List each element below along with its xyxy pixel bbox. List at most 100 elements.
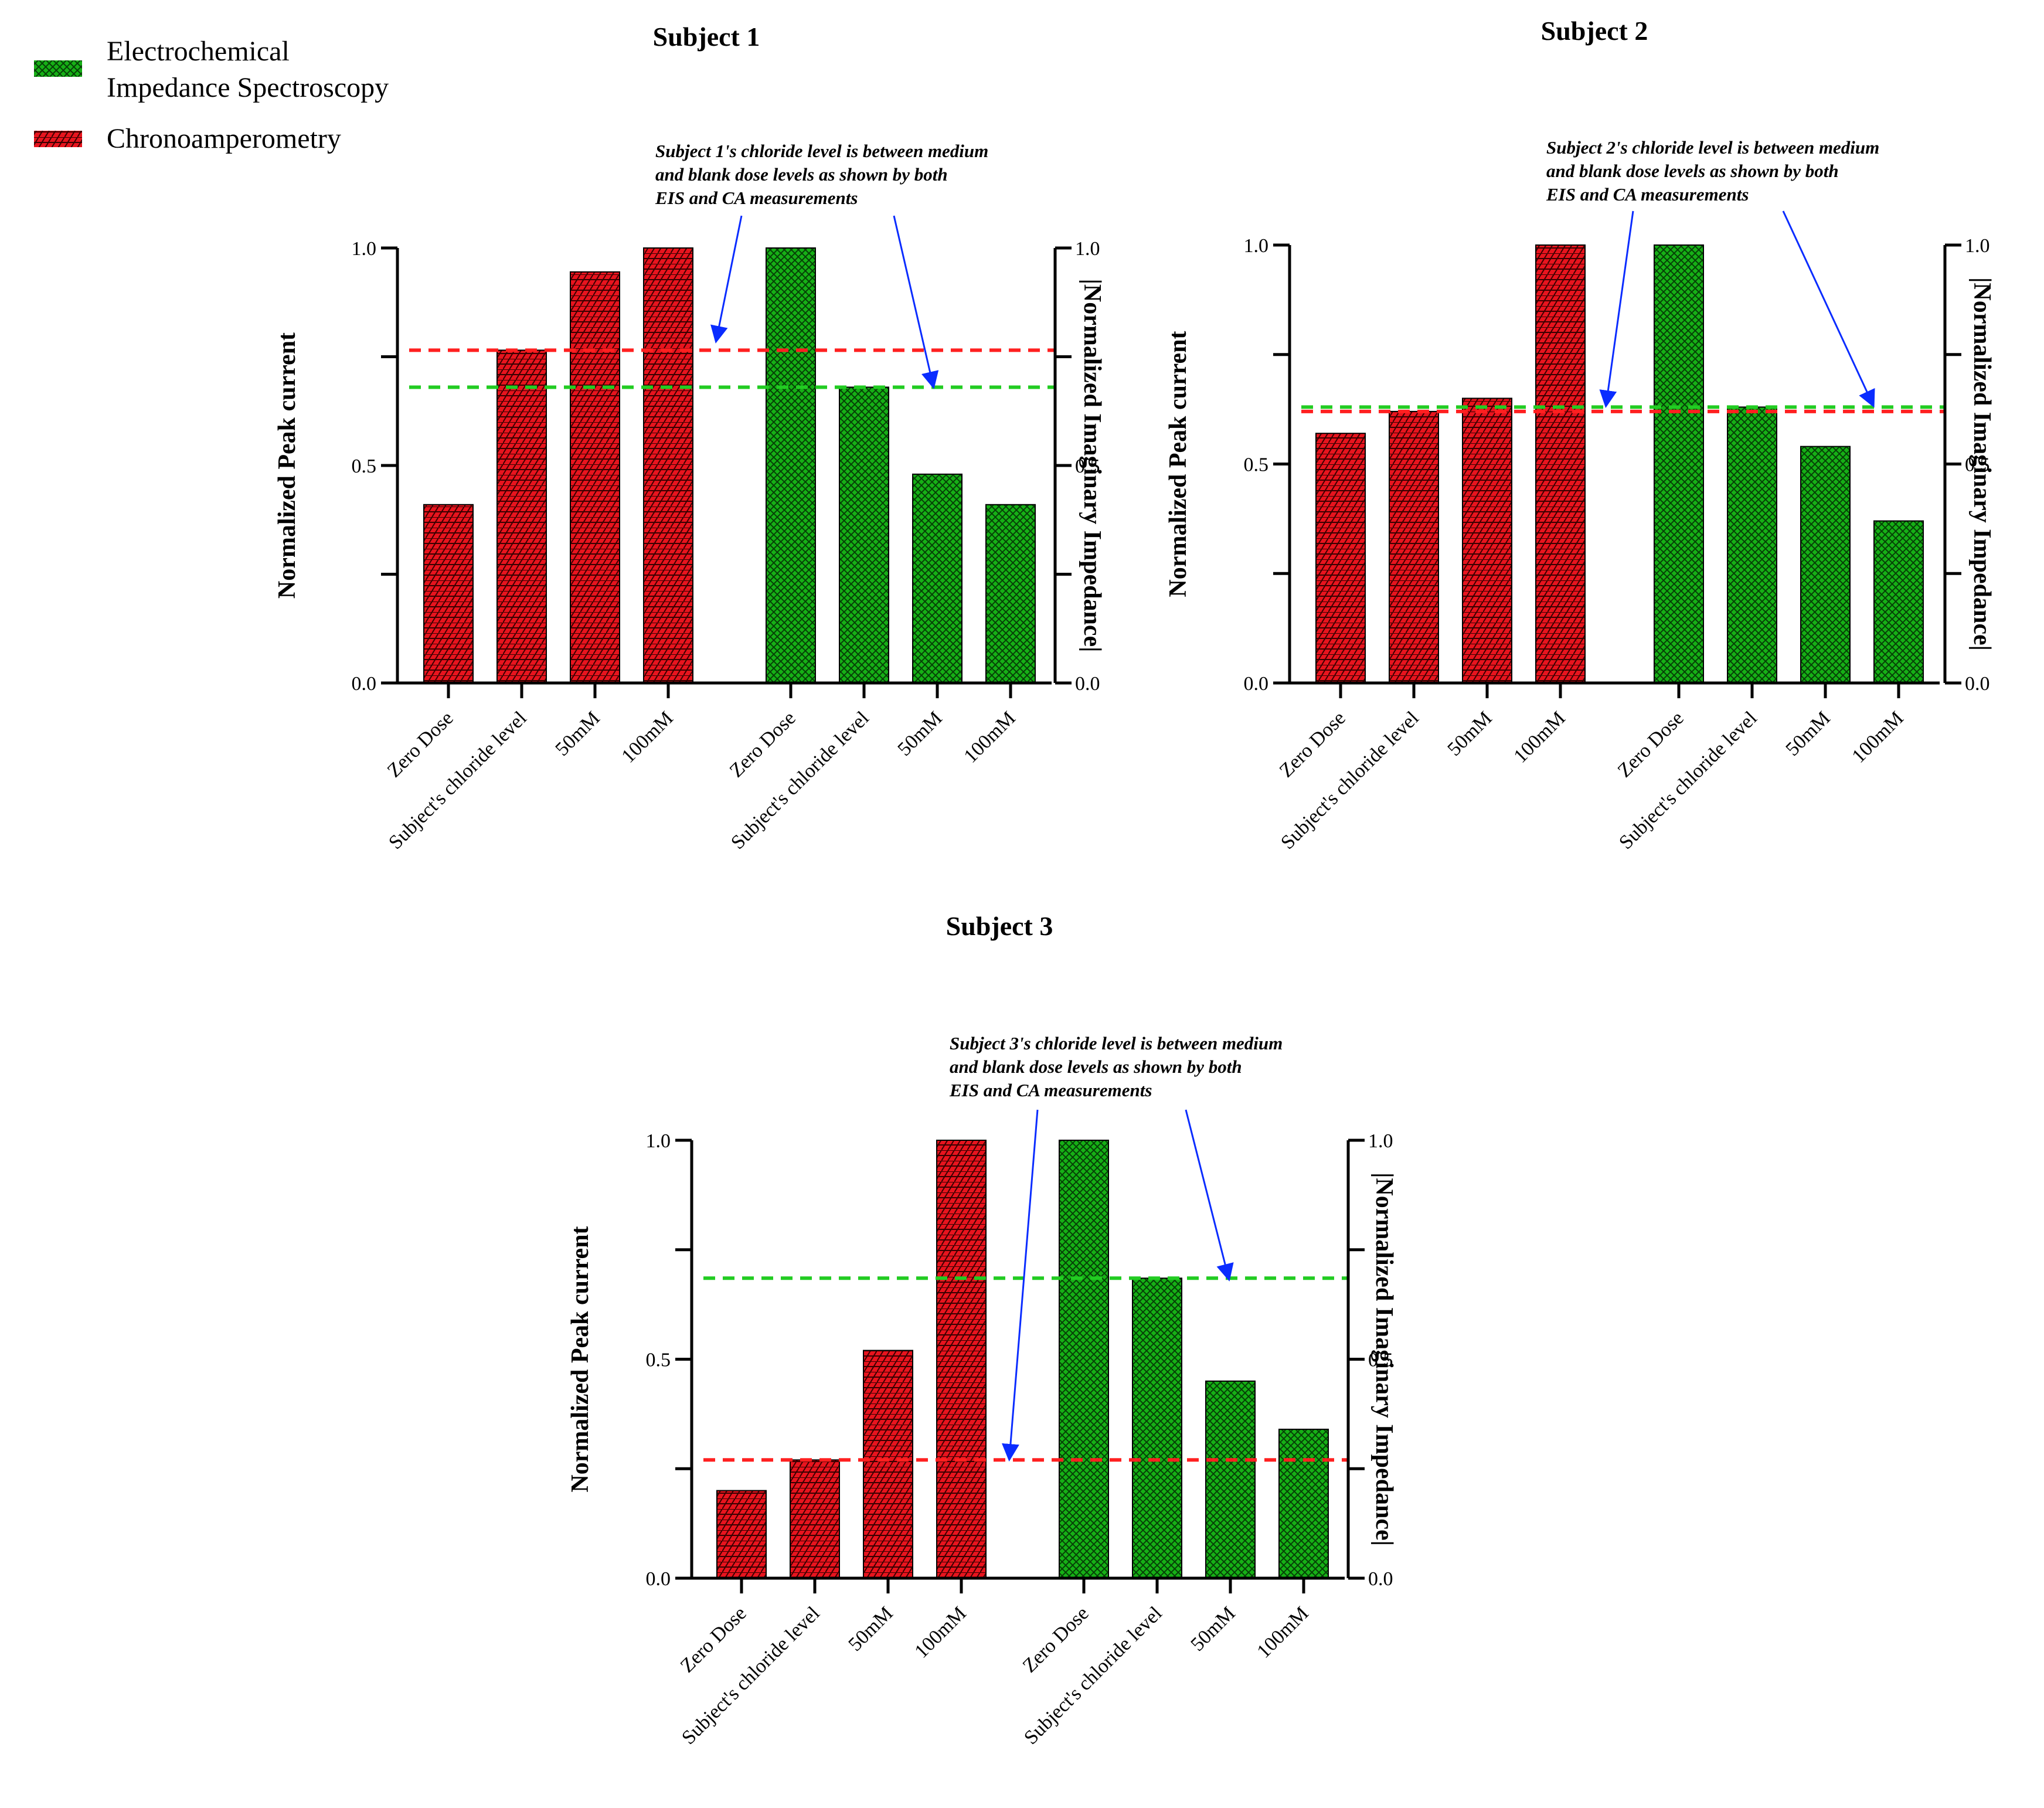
bar-ca-2: [790, 1459, 840, 1579]
bar-eis-1: [1059, 1140, 1109, 1579]
bar-ca-3: [1462, 397, 1512, 684]
y-axis-title-left: Normalized Peak current: [567, 1226, 594, 1492]
y-tick-label-right: 0.0: [1965, 673, 1990, 695]
annotation-arrow: [1599, 210, 1634, 408]
y-tick-label-left: 0.5: [646, 1350, 671, 1371]
bar-eis-4: [1278, 1429, 1329, 1579]
legend-label-ca: Chronoamperometry: [107, 123, 341, 154]
x-tick-label: Subject's chloride level: [1277, 707, 1423, 853]
annotation-arrow: [1001, 1109, 1039, 1462]
y-axis-title-right: |Normalized Imaginary Impedance|: [1370, 1173, 1397, 1546]
y-tick-label-right: 0.5: [1368, 1350, 1393, 1371]
x-tick-label: 50mM: [844, 1602, 897, 1655]
bar-eis-3: [1205, 1380, 1256, 1579]
x-tick-label: 100mM: [960, 707, 1019, 767]
annotation-line: Subject 3's chloride level is between me…: [950, 1033, 1283, 1053]
y-axis-title-right: |Normalized Imaginary Impedance|: [1968, 277, 1995, 651]
x-tick-label: Zero Dose: [1276, 707, 1350, 781]
bar-ca-4: [1535, 244, 1586, 684]
bar-ca-2: [1389, 410, 1439, 684]
y-tick-label-right: 0.0: [1368, 1568, 1393, 1590]
y-tick-label-left: 1.0: [1244, 235, 1269, 257]
chart-title: Subject 2: [1541, 16, 1648, 46]
x-tick-label: 50mM: [551, 707, 604, 760]
y-tick-label-right: 1.0: [1965, 235, 1990, 257]
legend: Electrochemical Impedance Spectroscopy C…: [34, 36, 389, 154]
annotation-line: EIS and CA measurements: [655, 188, 858, 208]
bar-eis-1: [1654, 244, 1704, 684]
y-axis-title-right: |Normalized Imaginary Impedance|: [1079, 279, 1106, 652]
legend-label-eis-line2: Impedance Spectroscopy: [107, 72, 389, 103]
x-tick-label: Subject's chloride level: [727, 707, 873, 853]
y-tick-label-right: 0.5: [1965, 454, 1990, 476]
x-tick-label: Zero Dose: [1614, 707, 1688, 781]
y-tick-label-right: 1.0: [1075, 238, 1100, 260]
chart-title: Subject 3: [946, 911, 1053, 941]
x-tick-label: Zero Dose: [383, 707, 458, 781]
x-tick-label: 100mM: [1848, 707, 1907, 767]
bar-eis-3: [912, 473, 963, 684]
legend-swatch-eis: [34, 60, 82, 77]
y-tick-label-left: 0.5: [1244, 454, 1269, 476]
bar-eis-4: [1873, 520, 1924, 684]
bar-ca-1: [423, 504, 474, 684]
x-tick-label: Subject's chloride level: [385, 707, 530, 853]
x-tick-label: Subject's chloride level: [678, 1602, 824, 1748]
bar-eis-2: [1727, 406, 1777, 684]
annotation-arrow: [893, 215, 939, 389]
annotation-line: Subject 2's chloride level is between me…: [1546, 137, 1879, 158]
x-tick-label: Zero Dose: [726, 707, 800, 781]
x-tick-label: 100mM: [910, 1602, 970, 1662]
y-tick-label-left: 0.0: [646, 1568, 671, 1590]
chart-title: Subject 1: [653, 22, 760, 52]
y-tick-label-left: 1.0: [352, 238, 377, 260]
annotation-arrow: [1782, 210, 1875, 408]
x-tick-label: Zero Dose: [1019, 1602, 1093, 1677]
x-tick-label: 100mM: [1509, 707, 1569, 767]
annotation-line: Subject 1's chloride level is between me…: [655, 141, 988, 161]
annotation-line: and blank dose levels as shown by both: [950, 1056, 1242, 1077]
bar-eis-3: [1800, 446, 1851, 684]
y-axis-title-left: Normalized Peak current: [1165, 331, 1192, 597]
x-tick-label: 50mM: [1443, 707, 1496, 760]
bar-ca-1: [716, 1490, 767, 1579]
y-tick-label-left: 0.0: [352, 673, 377, 695]
y-axis-title-left: Normalized Peak current: [274, 332, 301, 599]
annotation-arrow: [1185, 1109, 1234, 1282]
bar-ca-2: [496, 349, 547, 684]
x-tick-label: Zero Dose: [676, 1602, 751, 1677]
y-tick-label-left: 1.0: [646, 1130, 671, 1152]
bar-eis-1: [766, 247, 816, 684]
annotation-line: and blank dose levels as shown by both: [655, 164, 948, 185]
y-tick-label-right: 1.0: [1368, 1130, 1393, 1152]
x-tick-label: 50mM: [1781, 707, 1834, 760]
x-tick-label: 100mM: [1253, 1602, 1312, 1662]
y-tick-label-right: 0.0: [1075, 673, 1100, 695]
annotation-arrow: [710, 215, 743, 344]
y-tick-label-left: 0.0: [1244, 673, 1269, 695]
bar-ca-3: [863, 1350, 913, 1579]
bar-ca-4: [936, 1140, 987, 1579]
y-tick-label-right: 0.5: [1075, 456, 1100, 477]
x-tick-label: Subject's chloride level: [1020, 1602, 1166, 1748]
annotation-line: EIS and CA measurements: [1546, 184, 1749, 205]
bar-ca-1: [1315, 433, 1366, 684]
bar-ca-3: [570, 271, 620, 684]
x-tick-label: 100mM: [617, 707, 677, 767]
legend-swatch-ca: [34, 131, 82, 147]
bar-eis-2: [839, 386, 889, 684]
annotation-line: and blank dose levels as shown by both: [1546, 161, 1839, 181]
legend-label-eis-line1: Electrochemical: [107, 36, 290, 67]
x-tick-label: 50mM: [893, 707, 946, 760]
x-tick-label: 50mM: [1186, 1602, 1239, 1655]
x-tick-label: Subject's chloride level: [1615, 707, 1761, 853]
y-tick-label-left: 0.5: [352, 456, 377, 477]
bar-eis-2: [1132, 1277, 1182, 1579]
bar-eis-4: [985, 504, 1036, 684]
